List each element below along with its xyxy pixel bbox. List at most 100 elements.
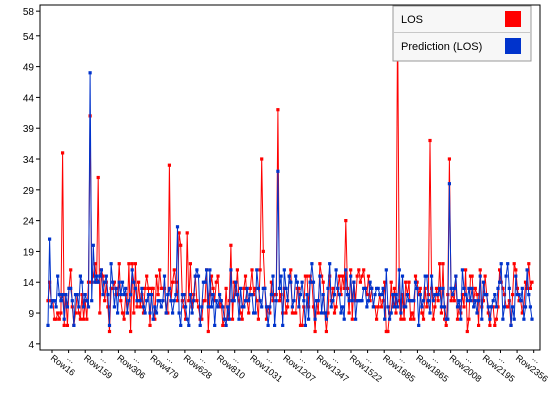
- y-tick-label: 54: [23, 32, 35, 43]
- data-point: [316, 299, 320, 303]
- data-point: [240, 305, 244, 309]
- data-point: [237, 299, 241, 303]
- data-point: [318, 274, 322, 278]
- data-point: [248, 286, 252, 290]
- data-point: [465, 299, 469, 303]
- data-point: [171, 311, 175, 315]
- data-point: [114, 286, 118, 290]
- data-point: [498, 268, 502, 272]
- data-point: [200, 317, 204, 321]
- data-point: [470, 286, 474, 290]
- data-point: [511, 293, 515, 297]
- data-point: [400, 293, 405, 297]
- data-point: [67, 286, 71, 290]
- y-tick-label: 34: [23, 155, 35, 166]
- data-point: [93, 280, 97, 284]
- data-point: [349, 274, 353, 278]
- data-point: [470, 274, 474, 278]
- data-point: [179, 323, 183, 327]
- data-point: [56, 274, 60, 278]
- data-point: [103, 280, 107, 284]
- data-point: [480, 317, 484, 321]
- data-point: [514, 274, 518, 278]
- data-point: [473, 299, 477, 303]
- data-point: [397, 299, 401, 303]
- data-point: [381, 299, 385, 303]
- data-point: [214, 280, 218, 284]
- data-point: [184, 305, 188, 309]
- data-point: [383, 280, 387, 284]
- data-point: [365, 293, 369, 297]
- data-point: [98, 274, 102, 278]
- data-point: [428, 138, 432, 143]
- series-prediction: [46, 71, 534, 327]
- data-point: [247, 311, 251, 315]
- data-point: [116, 293, 120, 297]
- data-point: [379, 293, 384, 297]
- data-point: [418, 293, 422, 297]
- data-point: [384, 268, 388, 272]
- data-point: [57, 317, 61, 321]
- data-point: [56, 311, 60, 315]
- data-point: [82, 317, 86, 321]
- data-point: [430, 286, 434, 290]
- data-point: [213, 323, 217, 327]
- data-point: [519, 299, 523, 303]
- data-point: [302, 299, 306, 303]
- data-point: [425, 274, 429, 278]
- data-point: [86, 305, 91, 309]
- data-point: [54, 317, 58, 321]
- data-point: [493, 323, 497, 327]
- data-point: [383, 317, 387, 321]
- data-point: [502, 305, 507, 309]
- data-point: [129, 293, 133, 297]
- data-point: [311, 305, 316, 309]
- data-point: [129, 329, 133, 334]
- data-point: [62, 317, 66, 321]
- data-point: [140, 286, 144, 290]
- data-point: [229, 268, 233, 272]
- data-point: [174, 293, 178, 297]
- data-point: [271, 274, 275, 278]
- data-point: [70, 299, 74, 303]
- y-tick-label: 14: [23, 278, 35, 289]
- data-point: [386, 305, 390, 309]
- data-point: [80, 280, 84, 284]
- data-point: [247, 299, 251, 303]
- data-point: [389, 280, 393, 284]
- data-point: [150, 293, 154, 297]
- data-point: [376, 305, 380, 309]
- data-point: [294, 274, 298, 278]
- data-point: [78, 317, 82, 321]
- data-point: [523, 305, 528, 309]
- data-point: [69, 268, 73, 272]
- data-point: [112, 305, 116, 309]
- data-point: [59, 311, 63, 315]
- data-point: [522, 317, 526, 321]
- data-point: [171, 280, 175, 284]
- data-point: [515, 286, 519, 290]
- data-point: [439, 305, 443, 309]
- y-tick-label: 29: [23, 186, 35, 197]
- data-point: [507, 286, 511, 290]
- data-point: [454, 274, 458, 278]
- data-point: [226, 305, 230, 309]
- data-point: [298, 293, 303, 297]
- data-point: [467, 286, 471, 290]
- data-point: [48, 237, 52, 241]
- data-point: [443, 305, 447, 309]
- series-layer: [46, 9, 534, 334]
- data-point: [496, 286, 500, 290]
- data-point: [154, 311, 159, 315]
- data-point: [77, 305, 81, 309]
- data-point: [167, 286, 171, 290]
- data-point: [363, 286, 367, 290]
- data-point: [242, 305, 246, 309]
- data-point: [290, 305, 294, 309]
- data-point: [438, 262, 442, 266]
- data-point: [109, 262, 113, 266]
- data-point: [172, 268, 176, 272]
- data-point: [162, 274, 167, 278]
- data-point: [433, 305, 437, 309]
- data-point: [54, 305, 58, 309]
